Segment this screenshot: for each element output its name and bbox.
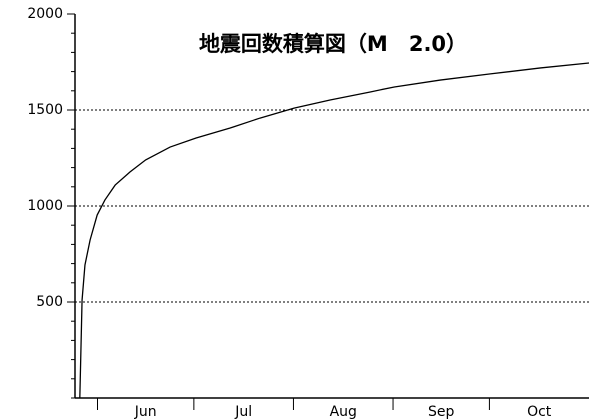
x-tick-label: Aug [330,404,357,419]
y-tick-label: 500 [36,294,63,310]
x-tick-label: Jun [134,404,157,419]
x-tick-label: Oct [527,404,552,419]
y-tick-label: 1500 [27,102,63,118]
x-tick-label: Jul [234,404,252,419]
chart-title: 地震回数積算図（M 2.0） [199,32,467,56]
x-tick-label: Sep [428,404,455,419]
y-tick-label: 1000 [27,198,63,214]
y-tick-label: 2000 [27,6,63,22]
series-line [79,62,589,399]
